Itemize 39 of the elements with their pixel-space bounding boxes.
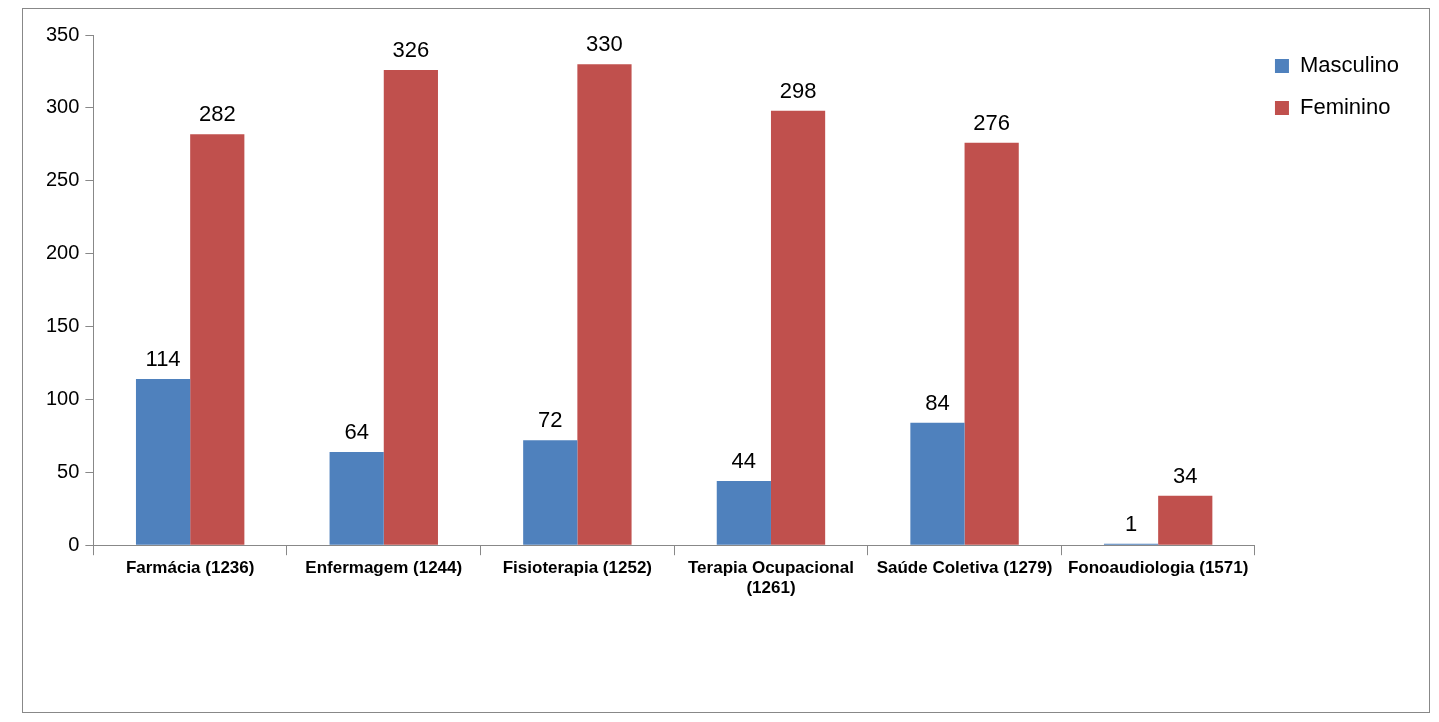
y-tick-label: 350: [45, 22, 80, 45]
x-tick-label: Fisioterapia (1252): [502, 558, 652, 578]
data-label: 298: [779, 77, 817, 103]
x-tick-label: Farmácia (1236): [125, 558, 255, 578]
bar: [329, 451, 384, 545]
bar: [770, 110, 826, 545]
data-label: 64: [344, 418, 369, 444]
data-label: 114: [145, 346, 181, 372]
y-tick-label: 200: [45, 241, 80, 264]
bar: [383, 69, 438, 545]
bar: [964, 142, 1019, 545]
data-label: 44: [731, 448, 757, 474]
data-label: 330: [586, 31, 623, 57]
data-label: 276: [973, 109, 1011, 135]
y-tick-label: 0: [68, 532, 80, 555]
bar: [190, 134, 245, 545]
x-tick-label: Terapia Ocupacional (1261): [687, 558, 854, 598]
y-tick-label: 250: [45, 168, 80, 191]
data-label: 282: [198, 101, 236, 127]
bar: [135, 379, 191, 545]
bar: [1158, 495, 1213, 545]
legend-label: Masculino: [1299, 52, 1399, 78]
data-label: 72: [538, 407, 563, 433]
legend-label: Feminino: [1299, 94, 1391, 120]
bar: [910, 422, 965, 545]
y-tick-label: 300: [45, 95, 80, 118]
x-tick-label: Enfermagem (1244): [305, 558, 463, 578]
bar: [716, 481, 771, 545]
data-label: 326: [392, 37, 430, 63]
bar: [523, 440, 578, 545]
y-tick-label: 150: [45, 314, 80, 337]
data-label: 1: [1124, 510, 1138, 536]
data-label: 84: [925, 389, 950, 415]
bar: [577, 64, 632, 545]
y-tick-label: 100: [45, 386, 80, 409]
x-tick-label: Saúde Coletiva (1279): [876, 558, 1053, 578]
data-label: 34: [1173, 462, 1198, 488]
x-tick-label: Fonoaudiologia (1571): [1067, 558, 1249, 578]
y-tick-label: 50: [57, 459, 80, 482]
